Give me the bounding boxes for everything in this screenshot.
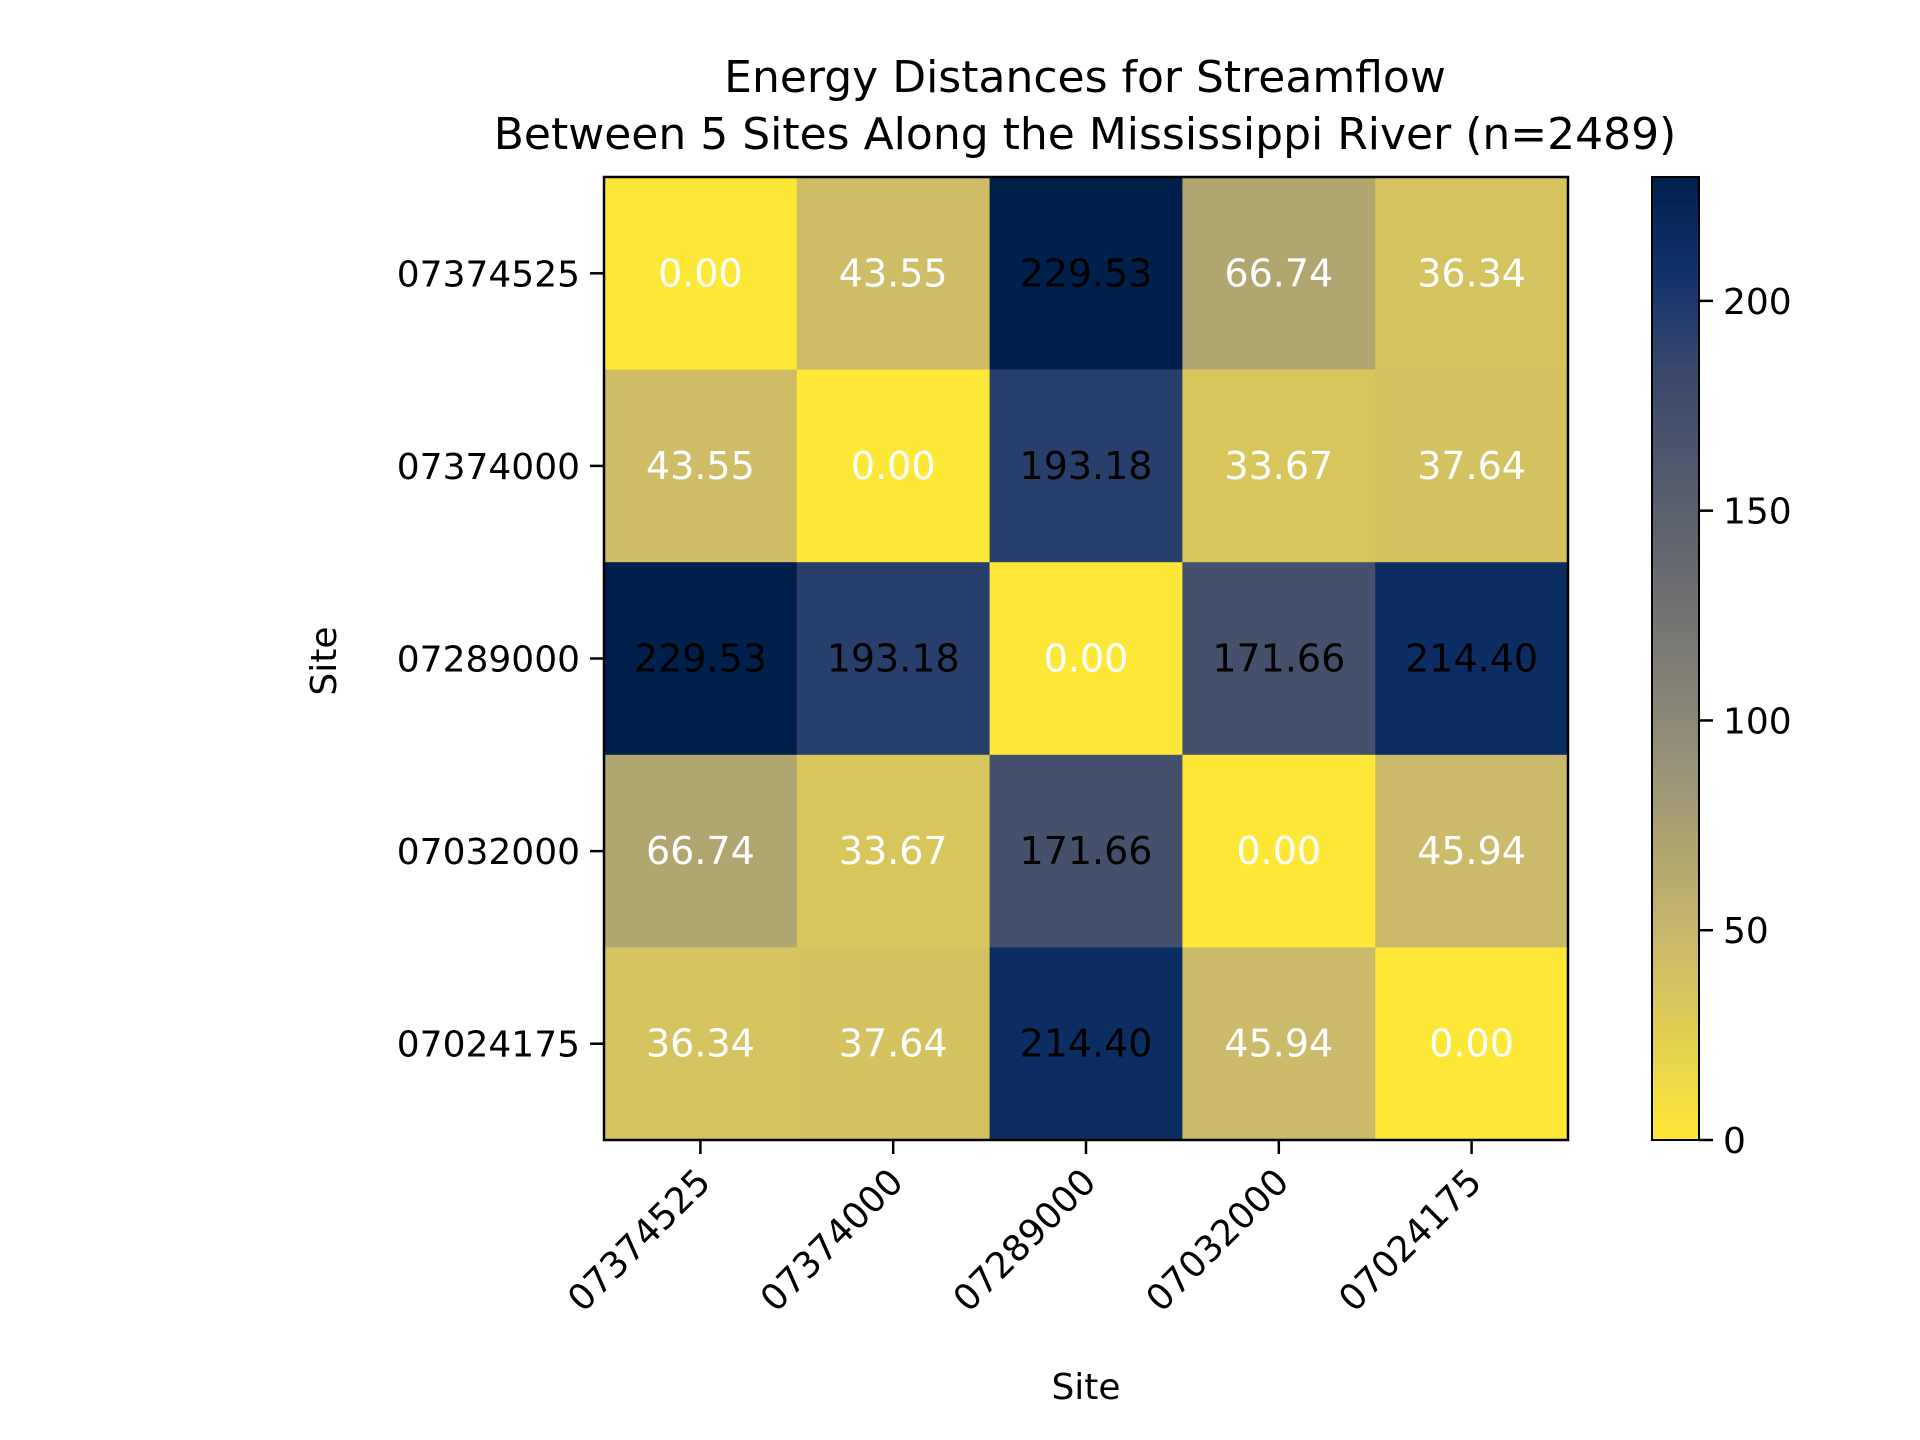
heatmap-cell-label: 229.53 [1020, 251, 1153, 295]
chart-subtitle: Between 5 Sites Along the Mississippi Ri… [494, 109, 1677, 160]
heatmap-cell [604, 177, 798, 371]
colorbar-tick-label: 200 [1723, 282, 1792, 323]
heatmap-cell-label: 171.66 [1212, 637, 1345, 681]
heatmap-cell-label: 0.00 [658, 251, 743, 295]
heatmap-cell-label: 0.00 [1044, 637, 1129, 681]
heatmap-cell [796, 562, 991, 756]
heatmap-cell [989, 947, 1183, 1141]
heatmap-cell-label: 43.55 [839, 251, 948, 295]
heatmap-cell-label: 0.00 [1236, 829, 1321, 873]
y-axis-ticks: 07374525 07374000 07289000 07032000 07024175 [397, 254, 604, 1066]
heatmap-cell-label: 45.94 [1417, 829, 1526, 873]
x-tick-label: 07289000 [946, 1161, 1105, 1320]
heatmap-cell [604, 562, 798, 756]
y-tick-label: 07289000 [397, 640, 580, 681]
colorbar-tick-label: 100 [1723, 701, 1792, 742]
colorbar [1651, 176, 1700, 1141]
heatmap-cell [989, 754, 1183, 948]
heatmap-cell-label: 0.00 [1429, 1022, 1514, 1066]
heatmap-cell-label: 45.94 [1224, 1022, 1333, 1066]
colorbar-tick-label: 0 [1723, 1121, 1746, 1162]
y-tick-label: 07024175 [397, 1025, 580, 1066]
heatmap-cell [1375, 562, 1569, 756]
heatmap-cell [1375, 754, 1569, 948]
heatmap-cell-label: 193.18 [1020, 444, 1153, 488]
heatmap-cell [1182, 947, 1376, 1141]
heatmap-cell [604, 947, 798, 1141]
heatmap-cell [796, 177, 991, 371]
heatmap-cell [604, 369, 798, 563]
heatmap-cell [1375, 177, 1569, 371]
x-tick-label: 07374525 [560, 1161, 719, 1320]
heatmap-cells [604, 177, 1569, 1141]
x-tick-label: 07374000 [753, 1161, 912, 1320]
y-axis-label: Site [304, 626, 345, 695]
heatmap-cell [1182, 754, 1376, 948]
colorbar-tick-label: 50 [1723, 911, 1769, 952]
heatmap-cell [989, 177, 1183, 371]
heatmap-cell [796, 947, 991, 1141]
heatmap-cell-label: 193.18 [827, 637, 960, 681]
heatmap-cell-label: 214.40 [1020, 1022, 1153, 1066]
heatmap-cell-label: 43.55 [646, 444, 755, 488]
x-tick-label: 07032000 [1139, 1161, 1298, 1320]
heatmap-cell [1182, 562, 1376, 756]
x-axis-ticks: 07374525 07374000 07289000 07032000 07024175 [560, 1140, 1490, 1320]
heatmap-cell-label: 66.74 [1224, 251, 1333, 295]
y-tick-label: 07032000 [397, 832, 580, 873]
heatmap-cell [604, 754, 798, 948]
x-axis-label: Site [1051, 1367, 1120, 1408]
heatmap-cell [1375, 947, 1569, 1141]
heatmap-cell [1182, 177, 1376, 371]
heatmap-cell-label: 33.67 [1224, 444, 1333, 488]
heatmap-cell [989, 369, 1183, 563]
heatmap-cell-label: 66.74 [646, 829, 755, 873]
y-tick-label: 07374525 [397, 254, 580, 295]
heatmap-cell [796, 369, 991, 563]
heatmap-cell-label: 37.64 [839, 1022, 948, 1066]
heatmap-cell [1182, 369, 1376, 563]
x-tick-label: 07024175 [1331, 1161, 1490, 1320]
colorbar-tick-label: 150 [1723, 492, 1792, 533]
heatmap-cell-label: 171.66 [1020, 829, 1153, 873]
y-tick-label: 07374000 [397, 447, 580, 488]
heatmap-cell-label: 37.64 [1417, 444, 1526, 488]
heatmap-cell-label: 214.40 [1405, 637, 1538, 681]
heatmap-cell-label: 36.34 [1417, 251, 1526, 295]
heatmap-cell [796, 754, 991, 948]
heatmap-cell-label: 229.53 [634, 637, 767, 681]
chart-title: Energy Distances for Streamflow [724, 52, 1446, 103]
heatmap-cell [1375, 369, 1569, 563]
heatmap-cell [989, 562, 1183, 756]
heatmap-cell-label: 33.67 [839, 829, 948, 873]
heatmap-cell-label: 0.00 [851, 444, 936, 488]
heatmap-cell-label: 36.34 [646, 1022, 755, 1066]
colorbar-ticks: 0 50 100 150 200 [1699, 282, 1792, 1162]
heatmap-cell-labels: 0.00 43.55 229.53 66.74 36.34 43.55 0.00 193.18… [634, 251, 1538, 1065]
